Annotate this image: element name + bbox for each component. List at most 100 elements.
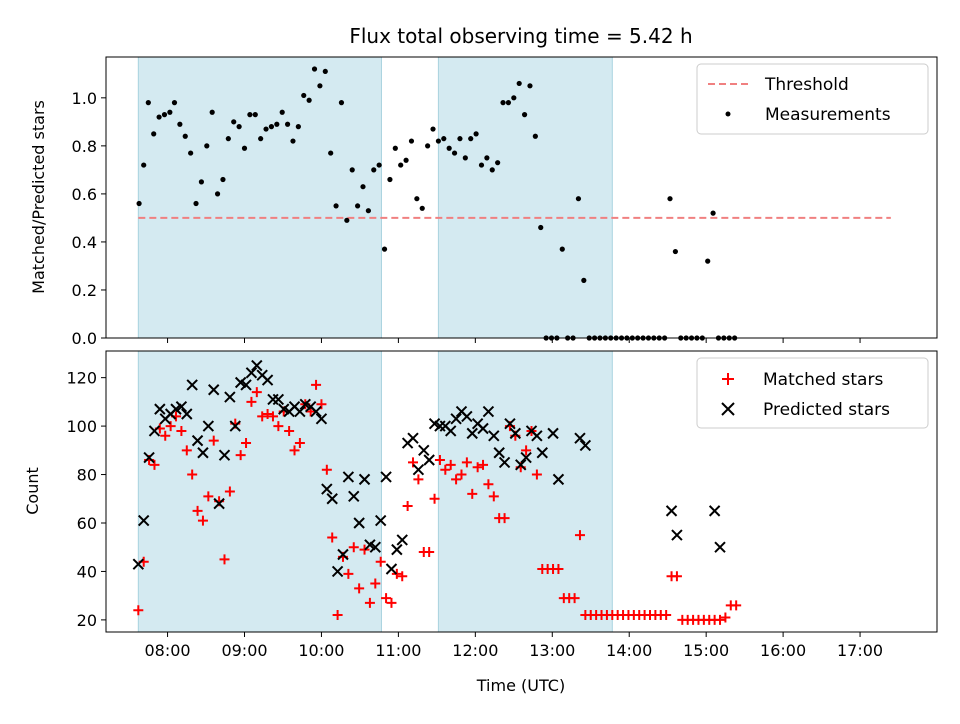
legend-measurements-label: Measurements [765, 105, 891, 125]
legend-predicted-swatch [721, 402, 735, 416]
bot-series-1-point-48 [391, 543, 403, 556]
top-series-0-point-8 [177, 121, 183, 127]
bot-series-1-point-80 [665, 505, 678, 517]
bot-series-0-point-52 [413, 474, 424, 485]
top-series-0-point-56 [435, 138, 441, 144]
legend-threshold-label: Threshold [764, 75, 849, 95]
top-ylabel: Matched/Predicted stars [29, 100, 48, 294]
top-series-0-point-33 [311, 66, 318, 72]
top-series-0-point-16 [220, 176, 226, 183]
top-series-0-point-82 [575, 196, 582, 202]
bot-series-1-point-83 [714, 541, 726, 553]
top-ytick-label-3: 0.6 [72, 185, 97, 204]
top-shaded-window-0 [137, 56, 382, 339]
top-series-0-point-17 [225, 136, 231, 142]
bot-series-1-point-11 [191, 434, 204, 447]
bot-series-0-point-49 [397, 571, 408, 582]
bot-series-0-point-81 [569, 593, 580, 604]
bot-series-0-point-36 [327, 532, 338, 543]
bot-series-0-point-26 [273, 421, 284, 432]
top-series-0-point-34 [317, 83, 323, 89]
top-series-0-point-47 [387, 176, 393, 183]
bot-ytick-label-1: 40 [77, 562, 97, 581]
bot-series-1-point-15 [213, 497, 225, 510]
top-series-0-point-22 [252, 112, 258, 118]
chart-title: Flux total observing time = 5.42 h [349, 24, 692, 48]
top-series-0-point-4 [156, 114, 162, 120]
xtick-label-2: 10:00 [298, 641, 344, 660]
bot-series-0-point-11 [192, 505, 203, 516]
top-series-0-point-67 [495, 160, 501, 166]
bot-series-0-point-14 [208, 435, 219, 446]
bottom-legend-box [696, 357, 929, 429]
bot-series-1-point-24 [261, 374, 274, 386]
bot-series-1-point-20 [240, 379, 252, 391]
bot-series-0-point-12 [197, 515, 208, 526]
bot-series-1-point-49 [396, 534, 408, 546]
bot-series-1-point-41 [353, 517, 365, 529]
top-series-0-point-59 [451, 150, 458, 156]
bot-series-0-point-61 [461, 457, 472, 468]
bot-series-1-point-62 [466, 427, 478, 440]
top-series-0-point-3 [151, 131, 157, 137]
bot-series-0-point-13 [203, 491, 214, 502]
bot-series-0-point-30 [294, 438, 305, 449]
top-series-0-point-40 [349, 167, 355, 173]
top-legend-box [696, 63, 929, 135]
top-ytick-label-1: 0.2 [72, 281, 97, 300]
top-series-0-point-14 [209, 109, 215, 115]
bot-series-0-point-3 [149, 459, 160, 470]
bot-series-1-point-40 [348, 490, 360, 503]
top-series-0-point-51 [408, 138, 415, 144]
bot-series-0-point-82 [574, 530, 585, 541]
xtick-label-7: 15:00 [683, 641, 729, 660]
top-series-0-point-46 [381, 246, 388, 252]
bot-series-0-point-59 [451, 474, 462, 485]
bot-series-0-point-100 [671, 571, 682, 582]
bot-series-1-point-75 [536, 447, 548, 459]
top-series-0-point-31 [301, 92, 307, 99]
top-series-0-point-48 [392, 145, 398, 151]
top-series-0-point-28 [284, 121, 291, 127]
top-series-0-point-9 [182, 133, 188, 139]
top-series-0-point-100 [672, 248, 678, 255]
bot-series-1-point-10 [186, 379, 198, 391]
xtick-label-4: 12:00 [452, 641, 498, 660]
top-series-0-point-19 [236, 124, 242, 130]
bot-series-1-point-38 [337, 548, 349, 561]
bot-series-1-point-77 [552, 473, 565, 486]
bot-series-0-point-0 [133, 605, 144, 616]
bot-series-0-point-37 [332, 610, 343, 621]
top-series-0-point-73 [527, 83, 533, 89]
bot-series-0-point-10 [187, 469, 198, 480]
bot-series-1-point-30 [294, 405, 306, 418]
bot-series-1-point-3 [148, 425, 161, 437]
bot-series-1-point-17 [224, 391, 236, 403]
top-series-0-point-44 [371, 167, 377, 173]
top-series-0-point-74 [532, 133, 538, 139]
bot-series-1-point-45 [374, 514, 387, 527]
bot-series-1-point-46 [380, 471, 392, 483]
top-series-0-point-6 [167, 109, 173, 115]
bot-series-1-point-81 [671, 529, 683, 541]
top-series-0-point-69 [505, 100, 512, 106]
bot-series-1-point-70 [509, 427, 522, 440]
bot-series-0-point-54 [424, 547, 435, 558]
top-series-0-point-61 [462, 155, 468, 161]
top-series-0-point-55 [430, 126, 436, 132]
bot-series-0-point-111 [731, 600, 742, 611]
bot-series-0-point-44 [370, 578, 381, 589]
bot-series-0-point-32 [305, 406, 316, 417]
top-series-0-point-68 [500, 100, 506, 106]
bot-series-0-point-55 [429, 493, 440, 504]
bot-series-0-point-64 [478, 459, 489, 470]
top-panel: 0.0 0.2 0.4 0.6 0.8 1.0 Matched/Predicted sta… [29, 56, 938, 348]
top-series-0-point-12 [198, 179, 205, 185]
xtick-label-9: 17:00 [837, 641, 883, 660]
bot-series-1-point-14 [208, 384, 220, 396]
bot-series-0-point-42 [359, 544, 370, 555]
bot-series-0-point-33 [311, 379, 322, 390]
bot-series-0-point-108 [715, 614, 726, 625]
bot-series-0-point-23 [257, 411, 268, 422]
bot-series-1-point-53 [418, 444, 430, 457]
